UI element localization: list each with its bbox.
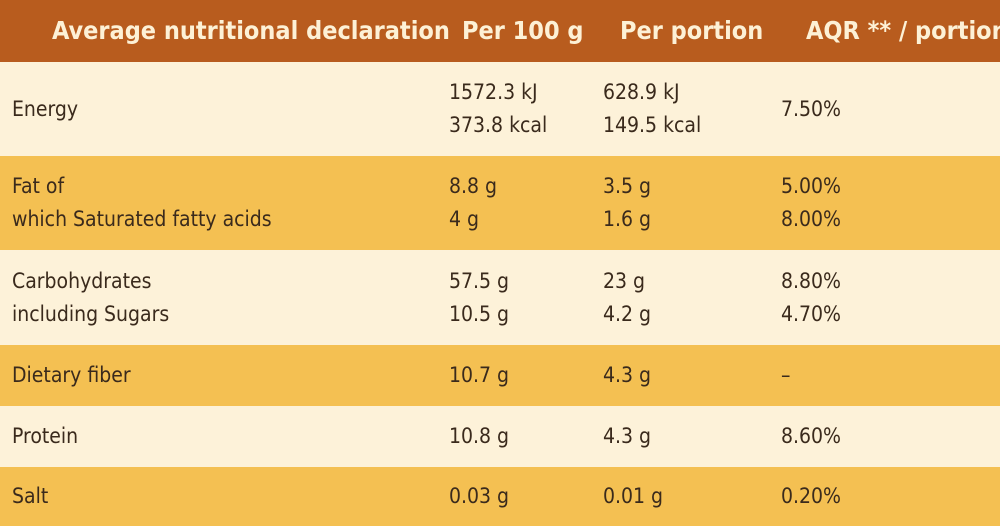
value-line: 8.80% (781, 268, 842, 293)
table-row-salt: Salt 0.03 g 0.01 g 0.20% (0, 467, 1000, 526)
row-label: Fat of which Saturated fatty acids (12, 156, 272, 250)
per-100g-value: 10.8 g (449, 406, 509, 467)
label-line: Salt (12, 484, 49, 508)
per-100g-value: 57.5 g 10.5 g (449, 250, 509, 345)
header-per-portion: Per portion (620, 16, 764, 45)
value-line: 4.2 g (603, 301, 652, 326)
value-line: – (781, 363, 791, 387)
value-line: 4 g (449, 207, 480, 231)
label-line: Fat of (12, 174, 65, 198)
table-row-carbohydrates: Carbohydrates including Sugars 57.5 g 10… (0, 250, 1000, 345)
value-line: 57.5 g (449, 268, 510, 293)
aqr-value: 0.20% (781, 467, 841, 526)
per-portion-value: 3.5 g 1.6 g (603, 156, 651, 250)
value-line: 3.5 g (603, 174, 652, 198)
header-per-100g: Per 100 g (462, 16, 584, 45)
value-line: 8.8 g (449, 174, 498, 198)
per-portion-value: 4.3 g (603, 406, 651, 467)
label-line: which Saturated fatty acids (12, 207, 272, 231)
label-line: Carbohydrates (12, 268, 152, 293)
aqr-value: 8.60% (781, 406, 841, 467)
value-line: 0.03 g (449, 484, 510, 508)
value-line: 4.70% (781, 301, 842, 326)
aqr-value: – (781, 345, 790, 406)
label-line: including Sugars (12, 301, 170, 326)
table-header: Average nutritional declaration Per 100 … (0, 0, 1000, 62)
header-aqr: AQR ** / portion (806, 16, 1000, 45)
per-portion-value: 628.9 kJ 149.5 kcal (603, 62, 701, 156)
aqr-value: 5.00% 8.00% (781, 156, 841, 250)
row-label: Energy (12, 62, 78, 156)
row-label: Protein (12, 406, 78, 467)
aqr-value: 8.80% 4.70% (781, 250, 841, 345)
value-line: 4.3 g (603, 424, 652, 448)
per-100g-value: 0.03 g (449, 467, 509, 526)
value-line: 4.3 g (603, 363, 652, 387)
value-line: 10.7 g (449, 363, 510, 387)
label-line: Energy (12, 96, 79, 121)
value-line: 0.01 g (603, 484, 664, 508)
value-line: 1.6 g (603, 207, 652, 231)
value-line: 23 g (603, 268, 646, 293)
per-100g-value: 10.7 g (449, 345, 509, 406)
table-row-energy: Energy 1572.3 kJ 373.8 kcal 628.9 kJ 149… (0, 62, 1000, 156)
per-portion-value: 23 g 4.2 g (603, 250, 651, 345)
row-label: Dietary fiber (12, 345, 131, 406)
value-line: 0.20% (781, 484, 842, 508)
value-line: 10.8 g (449, 424, 510, 448)
per-portion-value: 4.3 g (603, 345, 651, 406)
label-line: Dietary fiber (12, 363, 131, 387)
table-row-protein: Protein 10.8 g 4.3 g 8.60% (0, 406, 1000, 467)
value-line: 8.60% (781, 424, 842, 448)
value-line: 1572.3 kJ (449, 80, 538, 104)
per-portion-value: 0.01 g (603, 467, 663, 526)
aqr-value: 7.50% (781, 62, 841, 156)
value-line: 10.5 g (449, 301, 510, 326)
per-100g-value: 8.8 g 4 g (449, 156, 497, 250)
table-row-fat: Fat of which Saturated fatty acids 8.8 g… (0, 156, 1000, 250)
value-line: 8.00% (781, 207, 842, 231)
row-label: Salt (12, 467, 48, 526)
value-line: 628.9 kJ (603, 80, 680, 104)
value-line: 149.5 kcal (603, 113, 702, 137)
header-declaration: Average nutritional declaration (52, 16, 450, 45)
value-line: 7.50% (781, 96, 842, 121)
table-row-dietary-fiber: Dietary fiber 10.7 g 4.3 g – (0, 345, 1000, 406)
value-line: 5.00% (781, 174, 842, 198)
value-line: 373.8 kcal (449, 113, 548, 137)
label-line: Protein (12, 424, 79, 448)
per-100g-value: 1572.3 kJ 373.8 kcal (449, 62, 547, 156)
row-label: Carbohydrates including Sugars (12, 250, 169, 345)
